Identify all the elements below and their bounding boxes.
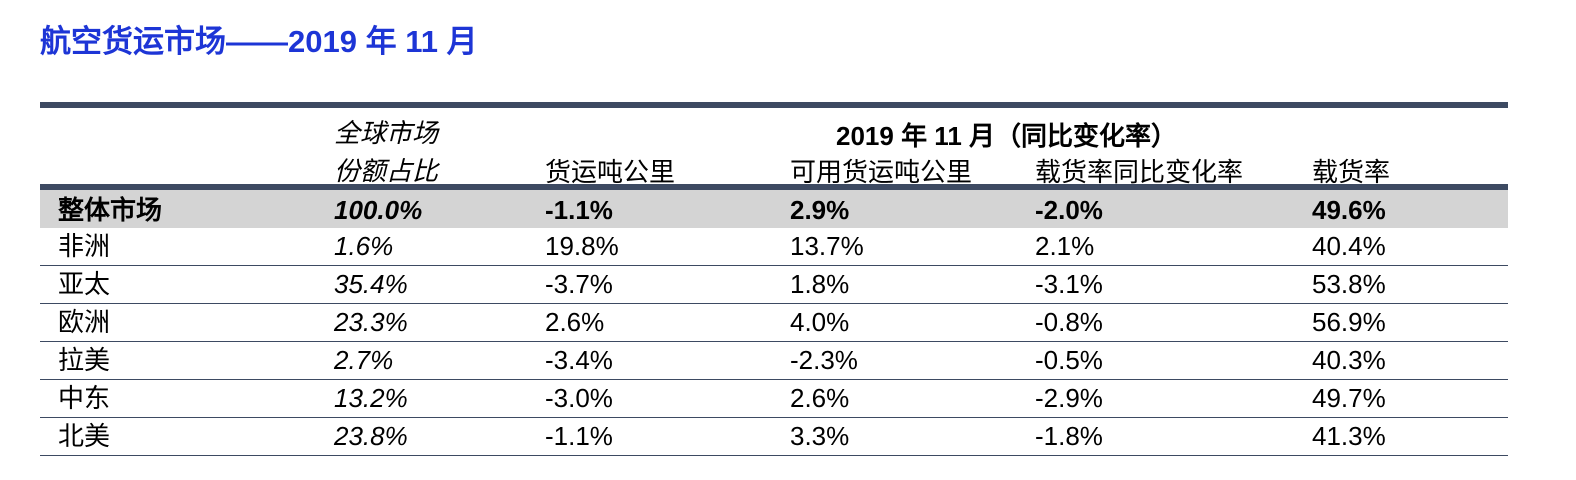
cell-lf-change: -0.5% <box>1035 345 1103 375</box>
table-header-rule <box>40 184 1508 190</box>
cell-share: 100.0% <box>334 195 423 225</box>
cell-region: 非洲 <box>58 231 111 261</box>
cell-region: 亚太 <box>58 269 111 299</box>
header-market-share-line2: 份额占比 <box>334 156 439 186</box>
cell-ctk: -3.4% <box>545 345 613 375</box>
cell-ctk: 19.8% <box>545 231 619 261</box>
cell-share: 35.4% <box>334 269 408 299</box>
cell-actk: 13.7% <box>790 231 864 261</box>
cell-ctk: 2.6% <box>545 307 605 337</box>
cell-ctk: -1.1% <box>545 195 613 225</box>
cell-lf: 53.8% <box>1312 269 1386 299</box>
cell-share: 23.3% <box>334 307 408 337</box>
cell-region: 欧洲 <box>58 307 111 337</box>
header-load-factor-change: 载货率同比变化率 <box>1035 157 1244 187</box>
page-title: 航空货运市场——2019 年 11 月 <box>40 24 478 59</box>
cell-actk: 1.8% <box>790 269 850 299</box>
cell-actk: 2.9% <box>790 195 850 225</box>
cell-region: 中东 <box>58 383 111 413</box>
table-row: 非洲 1.6% 19.8% 13.7% 2.1% 40.4% <box>40 228 1508 266</box>
table-row: 欧洲 23.3% 2.6% 4.0% -0.8% 56.9% <box>40 304 1508 342</box>
cell-ctk: -3.7% <box>545 269 613 299</box>
cell-lf-change: -3.1% <box>1035 269 1103 299</box>
cell-lf-change: -2.0% <box>1035 195 1103 225</box>
header-market-share: 全球市场 份额占比 <box>334 114 438 190</box>
header-market-share-line1: 全球市场 <box>334 118 439 148</box>
cargo-market-table: 全球市场 份额占比 2019 年 11 月（同比变化率） 货运吨公里 可用货运吨… <box>40 102 1508 456</box>
cell-share: 2.7% <box>334 345 394 375</box>
cell-lf: 49.7% <box>1312 383 1386 413</box>
cell-share: 13.2% <box>334 383 408 413</box>
header-ctk: 货运吨公里 <box>545 157 676 187</box>
table-row: 北美 23.8% -1.1% 3.3% -1.8% 41.3% <box>40 418 1508 456</box>
cell-share: 23.8% <box>334 421 408 451</box>
cell-actk: 4.0% <box>790 307 850 337</box>
cell-lf: 49.6% <box>1312 195 1386 225</box>
cell-lf: 40.4% <box>1312 231 1386 261</box>
table-top-rule <box>40 102 1508 108</box>
cell-lf: 56.9% <box>1312 307 1386 337</box>
header-actk: 可用货运吨公里 <box>790 157 973 187</box>
cell-lf-change: -0.8% <box>1035 307 1103 337</box>
cell-region: 拉美 <box>58 345 111 375</box>
table-row: 中东 13.2% -3.0% 2.6% -2.9% 49.7% <box>40 380 1508 418</box>
table-row: 亚太 35.4% -3.7% 1.8% -3.1% 53.8% <box>40 266 1508 304</box>
cell-actk: 3.3% <box>790 421 850 451</box>
cell-share: 1.6% <box>334 231 394 261</box>
cell-lf-change: -1.8% <box>1035 421 1103 451</box>
cell-actk: -2.3% <box>790 345 858 375</box>
header-group-title: 2019 年 11 月（同比变化率） <box>836 121 1177 151</box>
cell-region: 北美 <box>58 421 111 451</box>
table-row-total: 整体市场 100.0% -1.1% 2.9% -2.0% 49.6% <box>40 190 1508 228</box>
table-row: 拉美 2.7% -3.4% -2.3% -0.5% 40.3% <box>40 342 1508 380</box>
header-load-factor: 载货率 <box>1312 157 1391 187</box>
cell-lf-change: 2.1% <box>1035 231 1095 261</box>
cell-ctk: -1.1% <box>545 421 613 451</box>
cell-actk: 2.6% <box>790 383 850 413</box>
cell-lf: 41.3% <box>1312 421 1386 451</box>
cell-lf-change: -2.9% <box>1035 383 1103 413</box>
cell-ctk: -3.0% <box>545 383 613 413</box>
cell-lf: 40.3% <box>1312 345 1386 375</box>
table-header: 全球市场 份额占比 2019 年 11 月（同比变化率） 货运吨公里 可用货运吨… <box>40 108 1508 187</box>
cell-region: 整体市场 <box>58 195 163 225</box>
